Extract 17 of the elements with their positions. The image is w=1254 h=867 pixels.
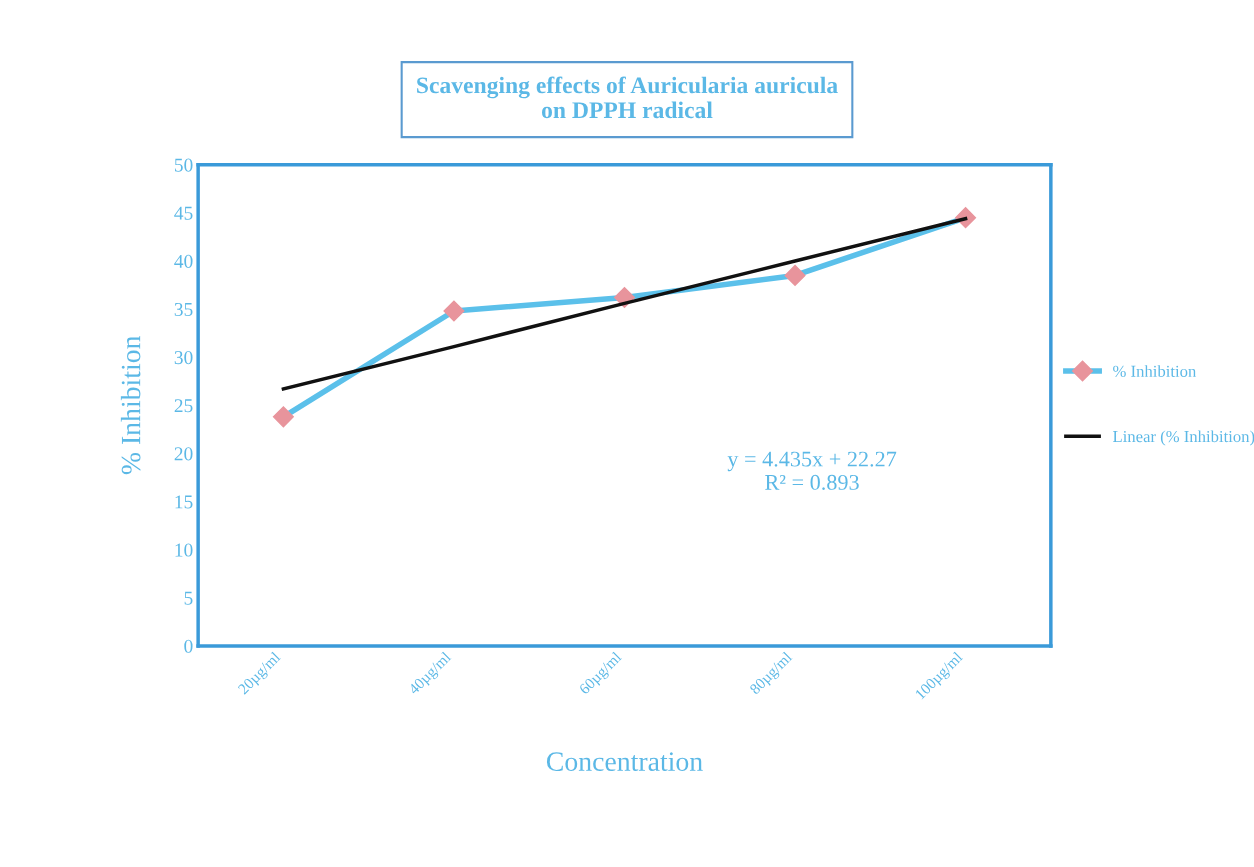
chart-title: Scavenging effects of Auricularia auricula on DPPH radical bbox=[417, 76, 838, 119]
y-tick-label: 40 bbox=[174, 254, 193, 268]
y-tick-label: 35 bbox=[174, 302, 193, 317]
x-axis-title: Concentration bbox=[546, 752, 703, 771]
y-tick-label: 5 bbox=[184, 591, 193, 605]
legend-label: Linear (% Inhibition) bbox=[1113, 430, 1254, 446]
legend-label: % Inhibition bbox=[1113, 365, 1197, 377]
y-axis-title: % Inhibition bbox=[120, 335, 141, 475]
y-tick-label: 15 bbox=[175, 495, 193, 509]
y-tick-label: 0 bbox=[184, 639, 193, 653]
y-tick-label: 50 bbox=[174, 158, 193, 172]
y-tick-label: 45 bbox=[174, 206, 193, 220]
y-tick-label: 25 bbox=[174, 399, 193, 413]
annotation: y = 4.435x + 22.27 R² = 0.893 bbox=[727, 451, 897, 490]
y-tick-label: 30 bbox=[174, 351, 193, 365]
y-tick-label: 10 bbox=[175, 543, 193, 557]
y-tick-label: 20 bbox=[174, 447, 193, 461]
